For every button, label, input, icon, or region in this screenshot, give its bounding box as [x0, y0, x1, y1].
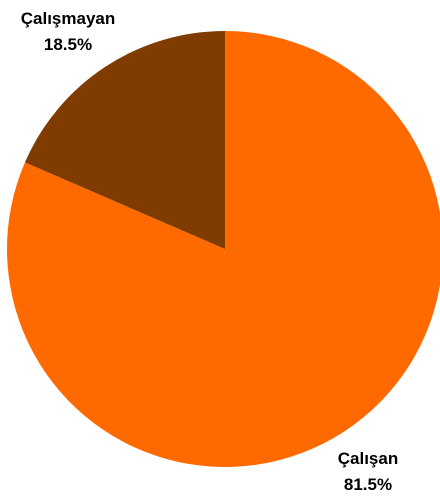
pie-slices [7, 31, 440, 467]
pie-slice-calisan [7, 31, 440, 467]
pie-slice-calismayan [24, 31, 226, 249]
slice-label-calismayan: Çalışmayan [21, 9, 116, 28]
slice-label-calisan: Çalışan [338, 449, 398, 468]
slice-value-calismayan: 18.5% [44, 35, 92, 54]
slice-value-calisan: 81.5% [344, 475, 392, 494]
